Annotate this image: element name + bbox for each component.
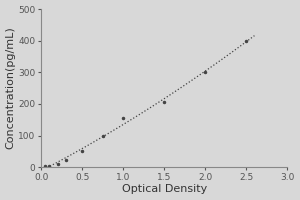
Y-axis label: Concentration(pg/mL): Concentration(pg/mL) (6, 27, 16, 149)
X-axis label: Optical Density: Optical Density (122, 184, 207, 194)
